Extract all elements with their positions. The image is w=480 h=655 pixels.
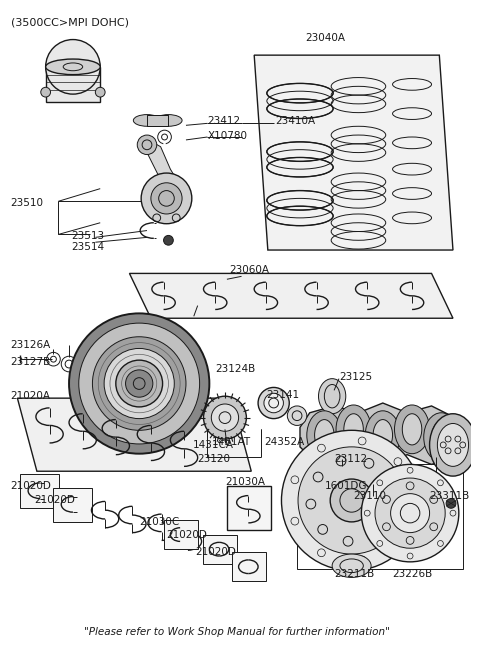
Ellipse shape xyxy=(155,115,182,126)
Circle shape xyxy=(116,360,163,407)
Circle shape xyxy=(93,337,186,430)
Text: 21020A: 21020A xyxy=(11,391,50,402)
Polygon shape xyxy=(254,55,453,250)
Polygon shape xyxy=(17,398,251,471)
Circle shape xyxy=(298,447,405,554)
Ellipse shape xyxy=(332,554,371,578)
Text: 23110: 23110 xyxy=(354,491,386,500)
Ellipse shape xyxy=(424,413,459,462)
Text: 23514: 23514 xyxy=(71,242,104,252)
Ellipse shape xyxy=(46,59,100,75)
Text: X10780: X10780 xyxy=(207,131,247,141)
Circle shape xyxy=(104,348,174,419)
Circle shape xyxy=(330,479,373,522)
Ellipse shape xyxy=(373,420,393,451)
Text: 21030A: 21030A xyxy=(225,477,265,487)
Circle shape xyxy=(361,464,459,562)
Bar xyxy=(227,486,271,530)
Text: "Please refer to Work Shop Manual for further information": "Please refer to Work Shop Manual for fu… xyxy=(84,627,390,637)
Ellipse shape xyxy=(344,414,363,445)
Polygon shape xyxy=(130,273,453,318)
Circle shape xyxy=(126,370,153,397)
Text: 23125: 23125 xyxy=(339,371,372,382)
Ellipse shape xyxy=(430,414,476,476)
Ellipse shape xyxy=(336,405,371,454)
Text: 23127B: 23127B xyxy=(11,357,51,367)
Bar xyxy=(46,67,100,102)
Text: 23141: 23141 xyxy=(266,390,299,400)
Circle shape xyxy=(41,87,50,97)
Text: 23126A: 23126A xyxy=(11,339,51,350)
Circle shape xyxy=(46,39,100,94)
Ellipse shape xyxy=(133,115,161,126)
Ellipse shape xyxy=(402,414,422,445)
Text: 23412: 23412 xyxy=(207,117,240,126)
Text: (3500CC>MPI DOHC): (3500CC>MPI DOHC) xyxy=(11,18,129,28)
Bar xyxy=(20,474,60,508)
Circle shape xyxy=(258,387,289,419)
Ellipse shape xyxy=(307,411,342,460)
Text: 24352A: 24352A xyxy=(264,437,304,447)
Bar xyxy=(147,115,168,126)
Ellipse shape xyxy=(365,411,400,460)
Text: 1431CA: 1431CA xyxy=(193,440,234,450)
Circle shape xyxy=(141,173,192,224)
Polygon shape xyxy=(300,403,453,464)
Ellipse shape xyxy=(432,422,451,453)
Text: 23211B: 23211B xyxy=(334,569,374,578)
Text: 23060A: 23060A xyxy=(229,265,269,274)
Bar xyxy=(164,520,198,549)
Text: 21030C: 21030C xyxy=(139,517,180,527)
Circle shape xyxy=(164,235,173,245)
Bar xyxy=(53,488,93,522)
Circle shape xyxy=(264,393,283,413)
Circle shape xyxy=(151,183,182,214)
Ellipse shape xyxy=(395,405,430,454)
Text: 21020D: 21020D xyxy=(196,547,237,557)
Text: 1601DG: 1601DG xyxy=(324,481,367,491)
Text: 23112: 23112 xyxy=(334,453,367,464)
Text: 23510: 23510 xyxy=(11,198,44,208)
Circle shape xyxy=(96,87,105,97)
Circle shape xyxy=(288,406,307,426)
Circle shape xyxy=(204,396,246,439)
Circle shape xyxy=(281,430,422,571)
Text: 23410A: 23410A xyxy=(276,117,316,126)
Circle shape xyxy=(391,494,430,533)
Text: 23124B: 23124B xyxy=(215,364,255,374)
Text: 21020D: 21020D xyxy=(167,530,207,540)
Circle shape xyxy=(79,323,200,444)
Ellipse shape xyxy=(319,379,346,414)
Circle shape xyxy=(137,135,157,155)
Polygon shape xyxy=(142,143,176,186)
Text: 21020D: 21020D xyxy=(11,481,51,491)
Circle shape xyxy=(69,313,209,454)
Bar xyxy=(232,552,266,582)
Circle shape xyxy=(375,478,445,548)
Ellipse shape xyxy=(314,420,334,451)
Circle shape xyxy=(211,404,239,431)
Text: 23226B: 23226B xyxy=(393,569,433,578)
Text: 1431AT: 1431AT xyxy=(212,437,252,447)
Text: 21020D: 21020D xyxy=(34,495,75,506)
Text: 23040A: 23040A xyxy=(305,33,345,43)
Circle shape xyxy=(446,498,456,508)
Text: 23120: 23120 xyxy=(198,453,231,464)
Text: 23311B: 23311B xyxy=(430,491,470,500)
Bar xyxy=(203,534,237,564)
Text: 23513: 23513 xyxy=(71,231,104,242)
Ellipse shape xyxy=(437,424,468,466)
